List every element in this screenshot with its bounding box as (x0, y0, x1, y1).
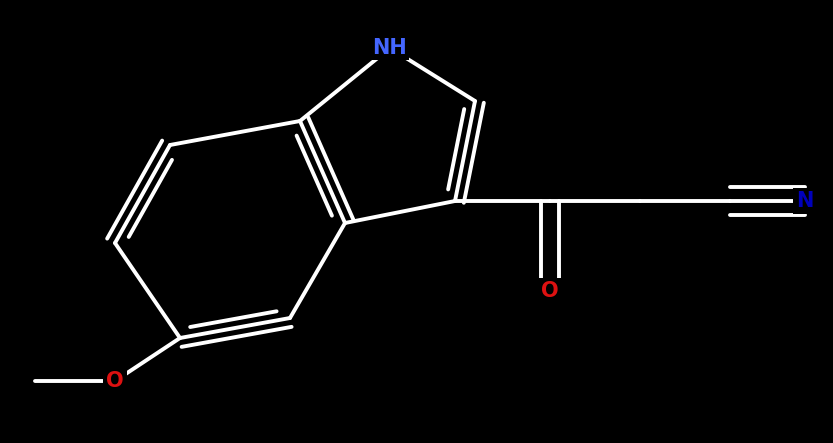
Text: O: O (106, 371, 124, 391)
Text: N: N (796, 191, 814, 211)
Text: NH: NH (372, 38, 407, 58)
Text: O: O (541, 281, 559, 301)
